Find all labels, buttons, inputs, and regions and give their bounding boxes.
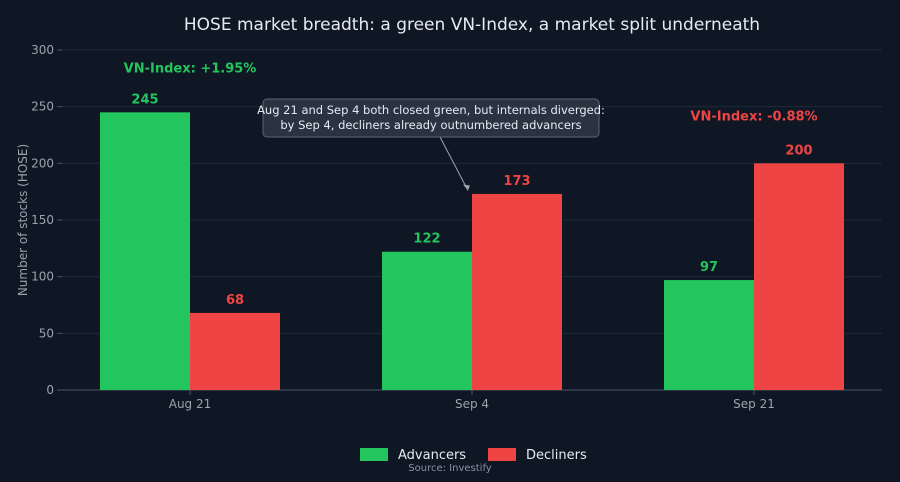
x-tick-label: Sep 4 <box>455 397 489 411</box>
bar-advancers-0 <box>100 112 190 390</box>
source-note: Source: Investify <box>408 463 492 474</box>
y-tick-label: 250 <box>31 100 54 114</box>
arrow-head <box>463 184 470 191</box>
legend: Advancers Decliners <box>360 448 587 463</box>
bar-advancers-1 <box>382 251 472 390</box>
legend-swatch <box>488 448 516 461</box>
bar-advancers-2 <box>664 280 754 390</box>
x-tick-label: Aug 21 <box>169 397 212 411</box>
y-tick-label: 0 <box>46 383 54 397</box>
annotation-line: Aug 21 and Sep 4 both closed green, but … <box>257 103 605 117</box>
y-tick-labels: 0 50 100 150 200 250 300 <box>31 43 62 397</box>
legend-swatch <box>360 448 388 461</box>
y-tick-label: 150 <box>31 213 54 227</box>
vn-index-label: VN-Index: -0.88% <box>690 109 817 124</box>
annotation: Aug 21 and Sep 4 both closed green, but … <box>257 98 605 191</box>
y-tick-label: 50 <box>39 326 54 340</box>
data-label: 122 <box>413 232 440 247</box>
y-tick-label: 300 <box>31 43 54 57</box>
x-tick-label: Sep 21 <box>733 397 775 411</box>
bar-decliners-2 <box>754 163 844 390</box>
data-label: 68 <box>226 293 244 308</box>
bars: 245 68 122 173 97 200 <box>100 92 844 390</box>
x-tick-labels: Aug 21 Sep 4 Sep 21 <box>169 390 775 411</box>
vn-index-label: VN-Index: +1.95% <box>124 62 257 77</box>
legend-label: Advancers <box>398 448 466 463</box>
y-tick-label: 100 <box>31 270 54 284</box>
bar-decliners-0 <box>190 312 280 390</box>
y-axis-label: Number of stocks (HOSE) <box>16 144 30 296</box>
data-label: 245 <box>131 92 158 107</box>
annotation-box <box>262 98 600 138</box>
legend-label: Decliners <box>526 448 587 463</box>
chart-title: HOSE market breadth: a green VN-Index, a… <box>184 15 760 35</box>
annotation-line: by Sep 4, decliners already outnumbered … <box>280 118 581 132</box>
data-label: 173 <box>503 174 530 189</box>
y-tick-label: 200 <box>31 156 54 170</box>
data-label: 200 <box>785 143 812 158</box>
bar-decliners-1 <box>472 193 562 390</box>
annotation-arrow <box>439 136 469 191</box>
data-label: 97 <box>700 260 718 275</box>
